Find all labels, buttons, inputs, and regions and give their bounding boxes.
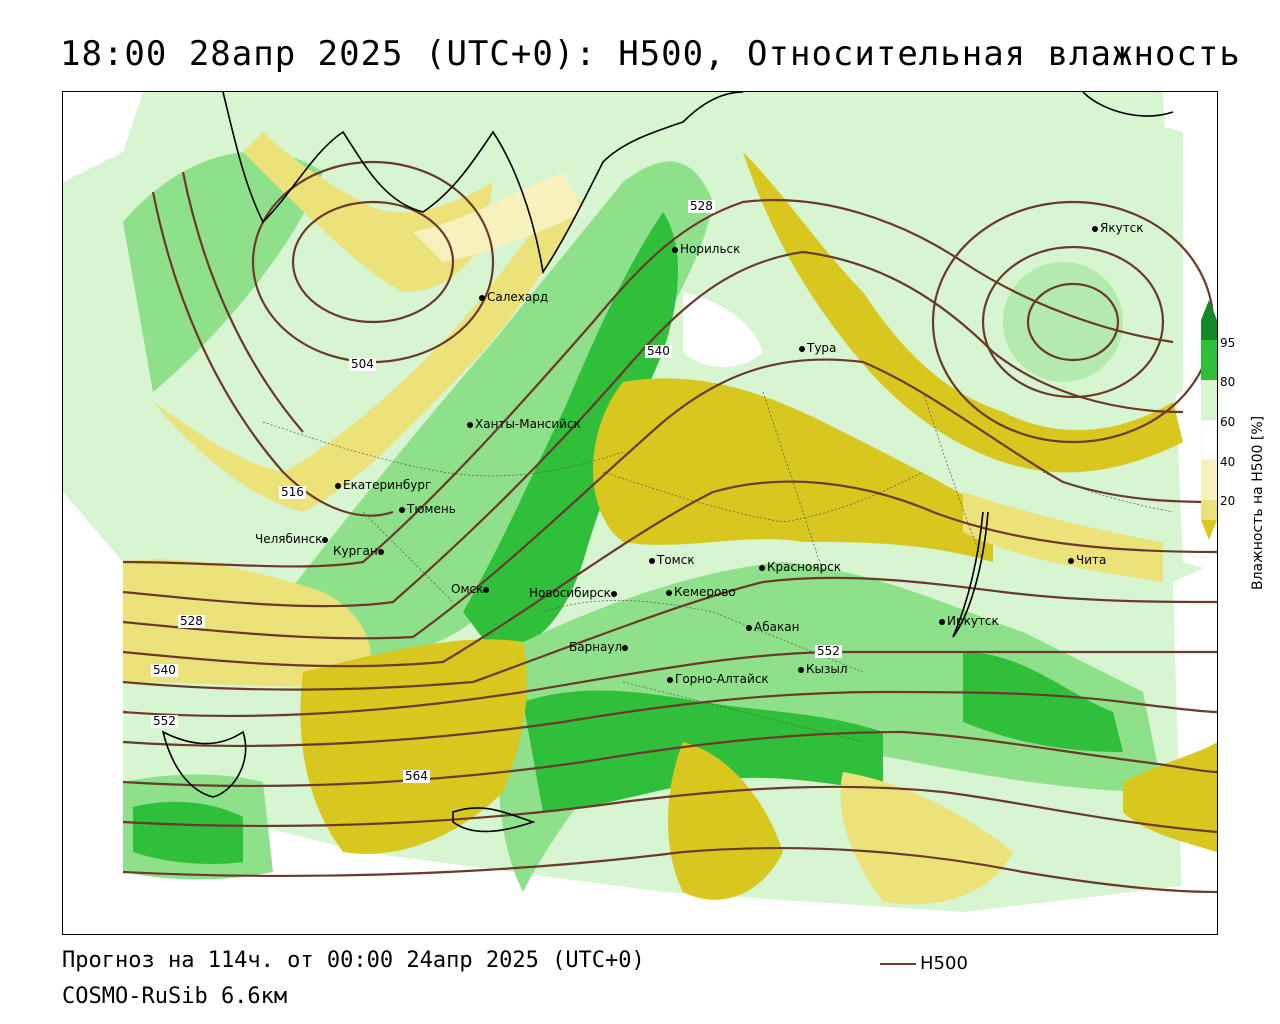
city-marker: Кемерово bbox=[666, 585, 736, 599]
city-marker: Курган bbox=[333, 544, 386, 558]
coastlines bbox=[161, 92, 1174, 833]
city-marker: Тура bbox=[799, 341, 836, 355]
city-marker: Чита bbox=[1068, 553, 1106, 567]
contour-label: 552 bbox=[815, 644, 842, 658]
colorbar-tick: 60 bbox=[1220, 415, 1236, 429]
colorbar-title: Влажность на H500 [%] bbox=[1250, 415, 1266, 590]
h500-legend: H500 bbox=[880, 953, 968, 974]
city-marker: Горно-Алтайск bbox=[667, 672, 769, 686]
city-marker: Екатеринбург bbox=[335, 478, 431, 492]
city-marker: Иркутск bbox=[939, 614, 999, 628]
map-title: 18:00 28апр 2025 (UTC+0): H500, Относите… bbox=[60, 34, 1241, 74]
colorbar-tick: 20 bbox=[1220, 494, 1236, 508]
city-marker: Барнаул bbox=[569, 640, 630, 654]
contour-label: 540 bbox=[151, 663, 178, 677]
city-marker: Красноярск bbox=[759, 560, 841, 574]
colorbar-tick: 40 bbox=[1220, 455, 1236, 469]
contour-label: 528 bbox=[688, 199, 715, 213]
map-area: 528 540 504 516 528 540 552 564 552 Якут… bbox=[62, 91, 1218, 935]
admin-borders bbox=[262, 391, 1174, 743]
contour-label: 564 bbox=[403, 769, 430, 783]
city-marker: Кызыл bbox=[798, 662, 848, 676]
model-name: COSMO-RuSib 6.6км bbox=[62, 984, 288, 1009]
city-marker: Норильск bbox=[672, 242, 740, 256]
h500-contours bbox=[122, 160, 1217, 894]
city-marker: Салехард bbox=[479, 290, 548, 304]
colorbar-tick: 80 bbox=[1220, 375, 1236, 389]
contour-label: 516 bbox=[279, 485, 306, 499]
h500-legend-label: H500 bbox=[920, 953, 968, 974]
city-marker: Челябинск bbox=[255, 532, 330, 546]
city-marker: Ханты-Мансийск bbox=[467, 417, 581, 431]
humidity-colorbar bbox=[1201, 300, 1217, 540]
contour-label: 528 bbox=[178, 614, 205, 628]
city-marker: Новосибирск bbox=[529, 586, 619, 600]
contour-label: 552 bbox=[151, 714, 178, 728]
colorbar-tick: 95 bbox=[1220, 336, 1236, 350]
contour-label: 504 bbox=[349, 357, 376, 371]
city-marker: Тюмень bbox=[399, 502, 456, 516]
contour-label: 540 bbox=[645, 344, 672, 358]
h500-line-swatch bbox=[880, 963, 916, 965]
forecast-info: Прогноз на 114ч. от 00:00 24апр 2025 (UT… bbox=[62, 948, 645, 973]
city-marker: Томск bbox=[649, 553, 695, 567]
city-marker: Абакан bbox=[746, 620, 799, 634]
humidity-field bbox=[63, 92, 1217, 934]
city-marker: Якутск bbox=[1092, 221, 1144, 235]
city-marker: Омск bbox=[451, 582, 491, 596]
